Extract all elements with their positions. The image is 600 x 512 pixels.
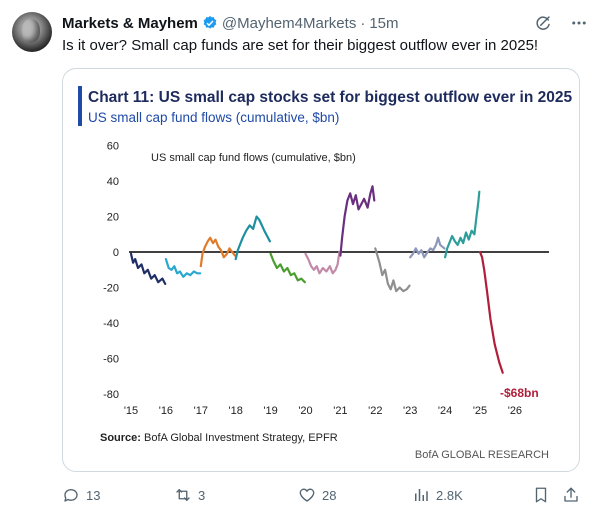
x-tick-label: '21: [333, 405, 347, 417]
y-tick-label: 0: [113, 247, 119, 259]
series-line-2020: [304, 250, 341, 275]
avatar-face: [22, 19, 40, 43]
heart-icon: [299, 488, 315, 502]
x-tick-label: '22: [368, 405, 382, 417]
repost-count: 3: [198, 487, 206, 503]
reply-button[interactable]: 13: [62, 486, 100, 504]
separator-dot: ·: [360, 14, 366, 32]
chart-title: Chart 11: US small cap stocks set for bi…: [88, 89, 572, 106]
like-button[interactable]: 28: [298, 486, 336, 504]
x-tick-label: '16: [159, 405, 173, 417]
series-line-2022: [374, 247, 411, 293]
reply-count: 13: [86, 487, 101, 503]
chart-subtitle: US small cap fund flows (cumulative, $bn…: [88, 110, 339, 125]
reply-icon: [64, 489, 78, 502]
source-label: Source:: [100, 432, 141, 444]
y-axis-ticks: 60 40 20 0 -20 -40 -60 -80: [103, 141, 119, 402]
series-line-2019: [269, 252, 306, 284]
post-top-icons: [534, 14, 588, 32]
series-line-2023: [409, 236, 446, 259]
author-name[interactable]: Markets & Mayhem: [62, 14, 198, 32]
bookmark-button[interactable]: [532, 486, 550, 504]
chart-image[interactable]: Chart 11: US small cap stocks set for bi…: [62, 68, 580, 472]
series-line-2015: [129, 252, 167, 285]
y-tick-label: -80: [103, 389, 119, 401]
repost-icon: [176, 489, 190, 501]
x-tick-label: '23: [403, 405, 417, 417]
y-tick-label: 40: [107, 176, 119, 188]
post-time[interactable]: 15m: [369, 14, 399, 32]
post-actions: 13 3 28 2.8K: [62, 486, 582, 506]
series-line-2021: [339, 185, 376, 257]
more-icon[interactable]: [570, 14, 588, 32]
annotation-label: -$68bn: [500, 386, 539, 400]
author-avatar[interactable]: [12, 12, 52, 52]
y-tick-label: -20: [103, 283, 119, 295]
y-tick-label: -60: [103, 354, 119, 366]
series-line-2017: [199, 236, 237, 268]
view-count: 2.8K: [436, 487, 463, 503]
x-tick-label: '17: [194, 405, 208, 417]
y-tick-label: -40: [103, 318, 119, 330]
series-line-2025: [478, 250, 504, 374]
bookmark-icon: [535, 487, 547, 503]
views-button[interactable]: 2.8K: [412, 486, 463, 504]
chart-source: Source: BofA Global Investment Strategy,…: [100, 432, 338, 444]
post-text: Is it over? Small cap funds are set for …: [62, 37, 539, 54]
chart-series: [129, 185, 504, 374]
source-text: BofA Global Investment Strategy, EPFR: [141, 432, 338, 444]
chart-inner-title: US small cap fund flows (cumulative, $bn…: [151, 152, 356, 164]
author-handle[interactable]: @Mayhem4Markets: [221, 14, 357, 32]
x-tick-label: '26: [508, 405, 522, 417]
x-tick-label: '15: [124, 405, 138, 417]
views-icon: [415, 489, 428, 501]
y-tick-label: 60: [107, 141, 119, 153]
like-count: 28: [322, 487, 337, 503]
share-icon: [564, 487, 578, 502]
x-tick-label: '19: [263, 405, 277, 417]
x-tick-label: '18: [229, 405, 243, 417]
series-line-2018: [234, 215, 271, 261]
grok-icon[interactable]: [534, 14, 552, 32]
post-header: Markets & Mayhem @Mayhem4Markets · 15m: [62, 13, 399, 33]
share-button[interactable]: [562, 486, 580, 504]
y-tick-label: 20: [107, 212, 119, 224]
title-bar: [78, 86, 82, 126]
x-tick-label: '20: [298, 405, 312, 417]
chart-svg: Chart 11: US small cap stocks set for bi…: [78, 86, 572, 461]
x-axis-ticks: '15 '16 '17 '18 '19 '20 '21 '22 '23 '24 '25 '26: [124, 405, 522, 417]
repost-button[interactable]: 3: [174, 486, 205, 504]
series-line-2024: [444, 190, 481, 259]
verified-badge-icon: [203, 16, 217, 29]
chart-brand: BofA GLOBAL RESEARCH: [415, 449, 549, 461]
series-line-2016: [164, 258, 202, 278]
x-tick-label: '25: [473, 405, 487, 417]
x-tick-label: '24: [438, 405, 452, 417]
